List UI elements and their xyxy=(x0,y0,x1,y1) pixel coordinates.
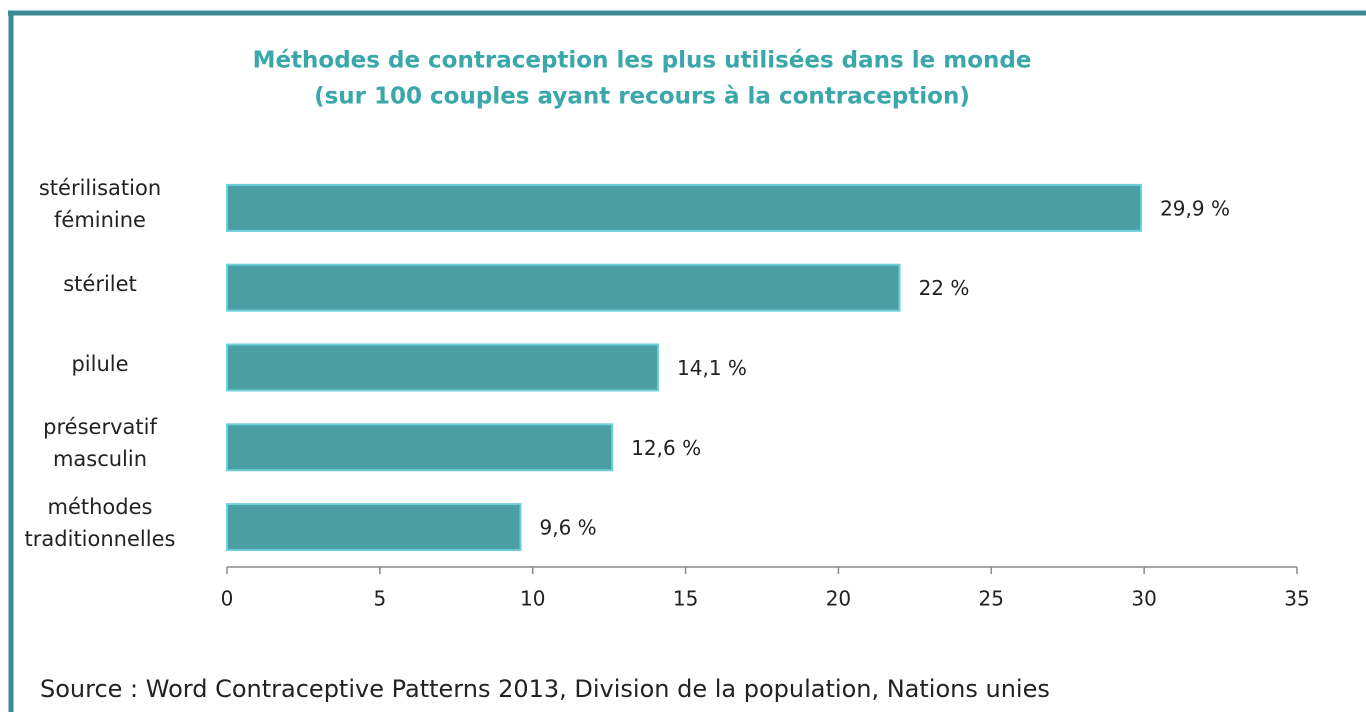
y-tick-label: stérilet xyxy=(63,271,137,296)
x-tick-label: 10 xyxy=(520,587,545,611)
x-tick-label: 25 xyxy=(979,587,1004,611)
y-tick-label: pilule xyxy=(71,351,129,376)
chart-subtitle: (sur 100 couples ayant recours à la cont… xyxy=(314,84,970,110)
chart-title: Méthodes de contraception les plus utili… xyxy=(253,48,1032,74)
x-tick-label: 5 xyxy=(373,587,386,611)
bar xyxy=(226,423,614,472)
value-label: 12,6 % xyxy=(631,436,701,460)
value-label: 29,9 % xyxy=(1160,196,1230,220)
y-tick-label: méthodes traditionnelles xyxy=(24,495,176,552)
bar xyxy=(226,183,1143,232)
x-tick-label: 20 xyxy=(826,587,851,611)
value-label: 9,6 % xyxy=(539,516,596,540)
x-tick-label: 15 xyxy=(673,587,698,611)
source: Source : Word Contraceptive Patterns 201… xyxy=(40,675,1050,703)
value-label: 22 % xyxy=(919,276,970,300)
bar xyxy=(226,263,901,312)
x-tick-label: 35 xyxy=(1284,587,1309,611)
bar xyxy=(226,503,522,552)
bar xyxy=(226,343,660,392)
y-tick-label: stérilisation féminine xyxy=(38,175,162,232)
value-label: 14,1 % xyxy=(677,356,747,380)
y-tick-label: préservatif masculin xyxy=(43,415,157,472)
x-tick-label: 30 xyxy=(1131,587,1156,611)
x-tick-label: 0 xyxy=(221,587,234,611)
